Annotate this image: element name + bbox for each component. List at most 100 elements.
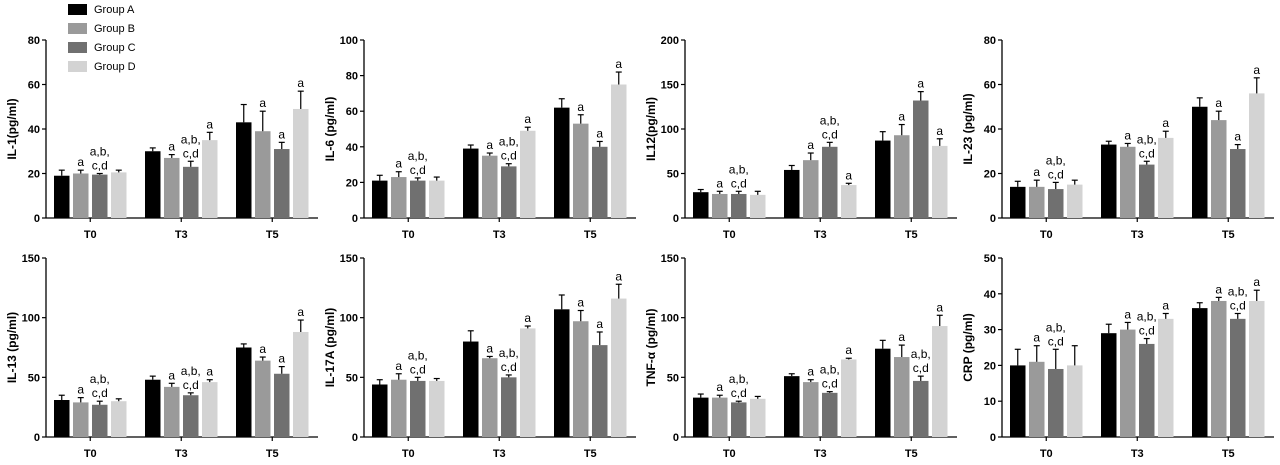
significance-label: a (615, 57, 622, 71)
bar (1139, 164, 1155, 218)
bar (1158, 137, 1174, 218)
bar (894, 135, 910, 218)
legend-swatch (68, 42, 87, 53)
x-tick-label: T0 (1040, 229, 1053, 241)
significance-label: a (577, 100, 584, 114)
bar (73, 402, 89, 437)
significance-label: a,b, c,d (90, 145, 110, 173)
bar (712, 397, 728, 437)
bar (932, 145, 948, 218)
bar (54, 175, 70, 218)
bar (1029, 186, 1045, 218)
y-axis-label: IL-13 (pg/ml) (5, 312, 19, 383)
y-axis-label: IL-1(pg/ml) (5, 98, 19, 159)
y-tick-label: 150 (661, 253, 679, 265)
y-tick-label: 40 (346, 142, 358, 154)
legend-label: Group B (94, 22, 135, 35)
y-tick-label: 0 (673, 432, 679, 444)
y-tick-label: 100 (661, 124, 679, 136)
bar (1029, 361, 1045, 437)
bar (611, 84, 627, 218)
panel-il-1-pg-ml: IL-1(pg/ml) 0 20 40 60 80 T0 a a,b, c,d T3 a a,b, c,d… (5, 35, 318, 241)
bar (693, 397, 709, 437)
bar (391, 379, 407, 437)
bar (803, 382, 819, 437)
bar (1158, 318, 1174, 437)
significance-label: a (1234, 130, 1241, 144)
significance-label: a (577, 296, 584, 310)
x-tick-label: T3 (493, 229, 506, 241)
significance-label: a,b, c,d (499, 135, 519, 163)
y-tick-label: 40 (984, 124, 996, 136)
significance-label: a (1124, 128, 1131, 142)
significance-label: a (1162, 116, 1169, 130)
legend-label: Group A (94, 3, 135, 16)
bar (255, 131, 271, 218)
bar (111, 401, 127, 437)
y-tick-label: 100 (340, 313, 358, 325)
bar (573, 321, 589, 437)
x-tick-label: T0 (723, 448, 736, 460)
significance-label: a,b, c,d (1046, 153, 1066, 181)
y-axis-label: TNF-α (pg/ml) (644, 308, 658, 386)
significance-label: a (77, 383, 84, 397)
legend-swatch (68, 61, 87, 72)
bar (1101, 144, 1117, 218)
bar (712, 193, 728, 218)
significance-label: a (1162, 298, 1169, 312)
bar (1192, 308, 1208, 437)
y-tick-label: 0 (34, 432, 40, 444)
bar (520, 328, 536, 437)
significance-label: a,b, c,d (499, 346, 519, 374)
significance-label: a (898, 110, 905, 124)
bar (1067, 365, 1083, 437)
bar (822, 392, 838, 437)
y-tick-label: 20 (984, 169, 996, 181)
legend-label: Group C (94, 41, 136, 54)
significance-label: a (898, 330, 905, 344)
bar (573, 123, 589, 218)
y-tick-label: 30 (984, 325, 996, 337)
significance-label: a,b, c,d (1137, 310, 1157, 338)
y-tick-label: 100 (340, 35, 358, 47)
legend-swatch (68, 4, 87, 15)
bar (611, 298, 627, 437)
significance-label: a,b, c,d (1137, 132, 1157, 160)
significance-label: a (278, 127, 285, 141)
significance-label: a (1215, 96, 1222, 110)
bar (202, 382, 218, 437)
bar (463, 341, 479, 437)
bar (236, 347, 252, 437)
x-tick-label: T0 (84, 229, 97, 241)
bar (1120, 146, 1136, 218)
significance-label: a (278, 352, 285, 366)
significance-label: a (1253, 63, 1260, 77)
bar (1211, 120, 1227, 218)
x-tick-label: T3 (493, 448, 506, 460)
bar (1192, 106, 1208, 218)
panel-il-13-pg-ml: IL-13 (pg/ml) 0 50 100 150 T0 a a,b, c,d T3 a a,b, c… (5, 253, 318, 460)
legend-item-group-c: Group C (68, 38, 178, 57)
x-tick-label: T0 (84, 448, 97, 460)
y-tick-label: 50 (346, 372, 358, 384)
significance-label: a (596, 126, 603, 140)
bar (841, 359, 857, 437)
bar (236, 122, 252, 218)
significance-label: a (917, 77, 924, 91)
y-tick-label: 100 (22, 313, 40, 325)
x-tick-label: T0 (1040, 448, 1053, 460)
bar (1048, 368, 1064, 437)
x-tick-label: T5 (1222, 448, 1235, 460)
y-tick-label: 60 (984, 80, 996, 92)
bar (372, 384, 388, 437)
y-tick-label: 40 (28, 124, 40, 136)
bar (592, 146, 608, 218)
significance-label: a (807, 365, 814, 379)
bar (693, 192, 709, 218)
significance-label: a (206, 365, 213, 379)
bar (482, 155, 498, 218)
significance-label: a,b, c,d (911, 347, 931, 375)
y-tick-label: 80 (28, 35, 40, 47)
bar (784, 169, 800, 218)
